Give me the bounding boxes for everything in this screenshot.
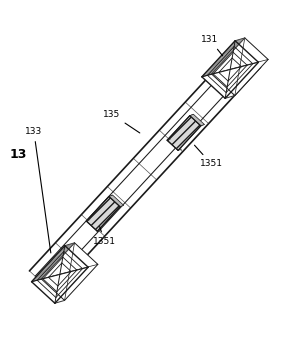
Polygon shape	[37, 251, 82, 298]
Polygon shape	[30, 46, 243, 276]
Polygon shape	[211, 38, 268, 96]
Text: 131: 131	[201, 35, 223, 56]
Polygon shape	[213, 52, 247, 87]
Polygon shape	[43, 257, 77, 292]
Text: 1351: 1351	[93, 227, 116, 246]
Polygon shape	[41, 243, 98, 300]
Polygon shape	[190, 114, 204, 126]
Polygon shape	[109, 195, 124, 207]
Polygon shape	[219, 58, 242, 81]
Polygon shape	[208, 46, 253, 93]
Polygon shape	[202, 41, 258, 98]
Polygon shape	[167, 116, 201, 150]
Text: 13: 13	[9, 148, 27, 161]
Text: 1351: 1351	[195, 145, 223, 169]
Polygon shape	[86, 196, 120, 231]
Text: 135: 135	[103, 110, 140, 133]
Polygon shape	[48, 263, 71, 286]
Polygon shape	[47, 62, 260, 292]
Polygon shape	[32, 246, 88, 303]
Text: 133: 133	[25, 127, 51, 253]
